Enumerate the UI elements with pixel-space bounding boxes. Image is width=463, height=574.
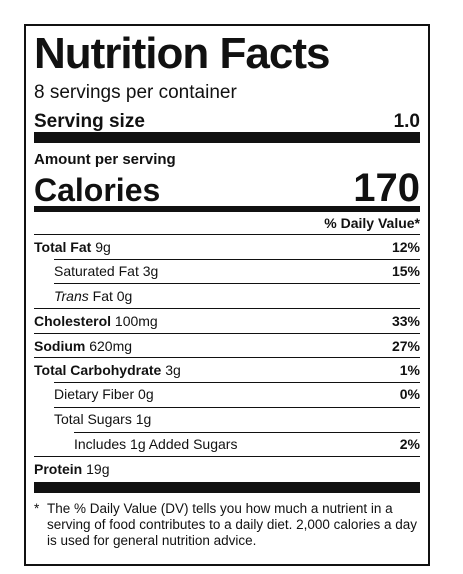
- nutrient-row-saturated-fat: Saturated Fat 3g 15%: [34, 258, 420, 284]
- serving-size-value: 1.0: [393, 111, 420, 132]
- nutrient-amount: 1g: [135, 411, 152, 428]
- nutrient-row-trans-fat: Trans Fat 0g: [34, 283, 420, 308]
- nutrient-amount: 3g: [165, 362, 181, 379]
- divider-medium: [34, 206, 420, 212]
- footnote-text: The % Daily Value (DV) tells you how muc…: [47, 501, 417, 549]
- footnote-asterisk: *: [34, 501, 40, 516]
- nutrient-dv: 0%: [399, 386, 420, 403]
- daily-value-header: % Daily Value*: [324, 215, 420, 231]
- nutrient-row-total-sugars: Total Sugars 1g: [34, 406, 420, 432]
- nutrient-name-italic: Trans: [54, 287, 89, 304]
- nutrient-row-total-fat: Total Fat 9g 12%: [34, 234, 420, 259]
- nutrient-amount: 3g: [142, 263, 159, 280]
- label-title: Nutrition Facts: [34, 29, 330, 78]
- nutrient-amount: 0g: [116, 287, 133, 304]
- nutrient-name: Sodium: [34, 337, 86, 354]
- nutrient-amount: 0g: [138, 386, 154, 403]
- amount-per-serving: Amount per serving: [34, 151, 176, 168]
- nutrient-name: Includes 1g Added Sugars: [74, 435, 238, 452]
- serving-size-label: Serving size: [34, 111, 145, 132]
- nutrient-row-dietary-fiber: Dietary Fiber 0g 0%: [34, 382, 420, 407]
- nutrient-row-sodium: Sodium 620mg 27%: [34, 332, 420, 358]
- nutrient-amount: 620mg: [89, 337, 133, 354]
- nutrient-row-protein: Protein 19g: [34, 456, 420, 481]
- nutrient-dv: 27%: [391, 337, 420, 354]
- nutrient-row-cholesterol: Cholesterol 100mg 33%: [34, 308, 420, 333]
- nutrient-name: Total Carbohydrate: [34, 362, 162, 379]
- divider-thick: [34, 132, 420, 143]
- calories-value: 170: [353, 166, 420, 210]
- nutrient-name: Protein: [34, 461, 83, 478]
- nutrient-name: Dietary Fiber: [54, 386, 135, 403]
- nutrient-row-total-carbohydrate: Total Carbohydrate 3g 1%: [34, 357, 420, 382]
- nutrient-row-added-sugars: Includes 1g Added Sugars 2%: [34, 431, 420, 457]
- nutrient-dv: 15%: [391, 263, 420, 280]
- serving-size-row: Serving size 1.0: [34, 112, 420, 131]
- nutrient-name: Total Fat: [34, 238, 92, 255]
- nutrient-dv: 1%: [399, 362, 420, 379]
- nutrient-dv: 33%: [391, 312, 420, 329]
- nutrient-amount: 9g: [95, 238, 111, 255]
- calories-label: Calories: [34, 172, 161, 208]
- nutrient-list: Total Fat 9g 12% Saturated Fat 3g 15% Tr…: [34, 234, 420, 481]
- divider-bottom: [34, 482, 420, 493]
- footnote: * The % Daily Value (DV) tells you how m…: [34, 501, 420, 550]
- nutrient-dv: 12%: [391, 238, 420, 255]
- nutrient-amount: 19g: [86, 461, 110, 478]
- nutrient-name: Cholesterol: [34, 312, 112, 329]
- nutrient-name-rest: Fat: [88, 287, 113, 304]
- nutrient-name: Total Sugars: [54, 411, 132, 428]
- servings-per-container: 8 servings per container: [34, 82, 237, 103]
- nutrition-facts-label: Nutrition Facts 8 servings per container…: [24, 24, 430, 566]
- nutrient-amount: 100mg: [114, 312, 158, 329]
- nutrient-dv: 2%: [399, 435, 420, 452]
- calories-row: Calories 170: [34, 168, 420, 208]
- nutrient-name: Saturated Fat: [54, 263, 139, 280]
